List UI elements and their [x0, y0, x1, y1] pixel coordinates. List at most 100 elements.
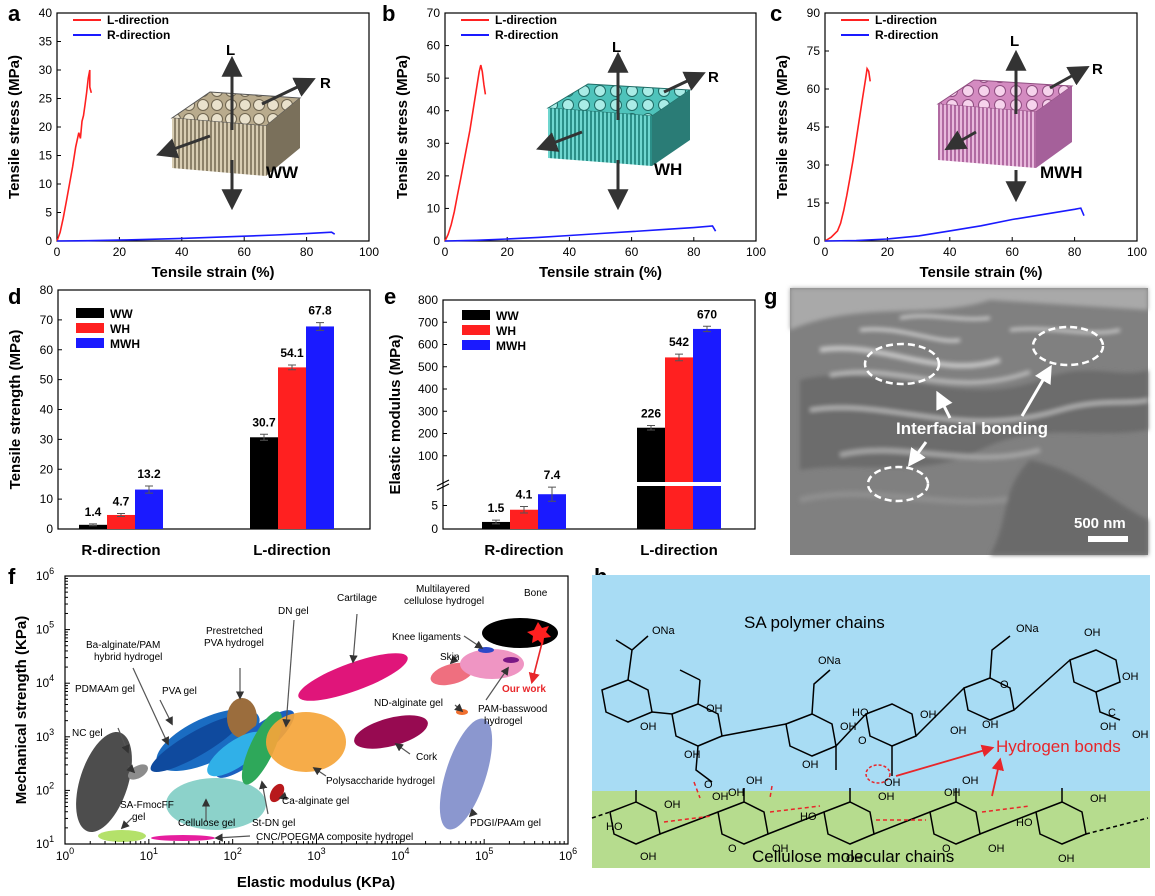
panel-c: c 0 20 40 60 80 100 0 15 30 45 60 75 90 Tensile strai…	[770, 1, 1147, 281]
label-polysaccharide: Polysaccharide hydrogel	[326, 776, 435, 787]
bar-value-label: 7.4	[544, 468, 561, 482]
cellulose-chain	[591, 788, 1149, 845]
y-tick-label: 35	[39, 35, 53, 49]
y-axis-title: Tensile stress (MPa)	[774, 55, 791, 199]
label-dn-gel: DN gel	[278, 606, 309, 617]
y-axis-title: Tensile stress (MPa)	[6, 55, 23, 199]
region-cartilage	[298, 653, 408, 701]
chem-label-oh: OH	[1122, 671, 1139, 683]
chart-d-plot: 0 10 20 30 40 50 60 70 80 Tensile strength (MPa) R…	[7, 283, 371, 559]
region-polysaccharide-hydrogel	[266, 712, 346, 772]
region-sa-fmocff-gel	[98, 830, 146, 842]
x-tick-label: 0	[54, 245, 61, 259]
material-labels: NC gel PDMAAm gel PVA gel Ba-alginate/PA…	[72, 584, 548, 843]
legend-swatch	[76, 308, 104, 318]
axis-break	[444, 482, 754, 486]
y-tick-label: 60	[807, 82, 821, 96]
bar-value-label: 542	[669, 335, 689, 349]
material-regions	[76, 618, 558, 842]
y-axis-title: Tensile stress (MPa)	[394, 55, 411, 199]
label-cnc-poegma: CNC/POEGMA composite hydrogel	[256, 832, 413, 843]
scale-bar-label: 500 nm	[1074, 515, 1126, 532]
label-pdmaam-gel: PDMAAm gel	[75, 684, 135, 695]
bar-ww	[482, 521, 510, 529]
schematic-wh: L R WH	[536, 39, 719, 211]
y-tick-label: 30	[40, 432, 54, 446]
category-label: R-direction	[484, 542, 563, 559]
series-line-r-direction	[824, 207, 1085, 242]
x-tick-label: 100	[746, 245, 766, 259]
series-line-r-direction	[56, 231, 336, 242]
chem-label-oh: OH	[664, 799, 681, 811]
panel-f: f	[8, 564, 577, 891]
chem-label-oh: OH	[920, 709, 937, 721]
label-ba-alginate-1: Ba-alginate/PAM	[86, 640, 160, 651]
region-pam-basswood-core	[503, 657, 519, 663]
region-pdgi-paam	[439, 718, 493, 830]
y-tick-label: 0	[433, 234, 440, 248]
y-tick-label: 20	[427, 169, 441, 183]
x-tick-label: 40	[175, 245, 189, 259]
x-tick-label: 60	[625, 245, 639, 259]
y-tick-label: 103	[36, 727, 54, 744]
error-bar	[492, 519, 500, 525]
axis-break-mark	[436, 479, 450, 491]
x-tick-label: 60	[1006, 245, 1020, 259]
label-nc-gel: NC gel	[72, 728, 103, 739]
chem-label-o: O	[728, 843, 737, 855]
y-tick-label: 70	[40, 313, 54, 327]
error-bar	[675, 353, 683, 362]
axis-l-label: L	[226, 42, 235, 59]
series-line-l-direction	[444, 64, 487, 242]
bar-mwh	[306, 326, 334, 529]
error-bar	[89, 523, 97, 527]
y-tick-label: 40	[39, 6, 53, 20]
chem-label-ho: HO	[1016, 817, 1033, 829]
y-tick-label: 5	[45, 206, 52, 220]
y-tick-label: 500	[418, 360, 438, 374]
error-bar	[145, 485, 153, 494]
chem-label-oh: OH	[840, 721, 857, 733]
chem-label-oh: OH	[962, 775, 979, 787]
x-axis-title: Elastic modulus (KPa)	[237, 874, 395, 891]
bar-mwh	[135, 489, 163, 529]
series-line-l-direction	[824, 66, 871, 242]
category-label: L-direction	[640, 542, 718, 559]
plot-frame	[444, 12, 757, 242]
x-tick-label: 40	[943, 245, 957, 259]
bar-wh	[278, 367, 306, 529]
x-tick-label: 100	[359, 245, 379, 259]
x-tick-label: 103	[307, 846, 325, 863]
our-work-star-icon	[527, 622, 551, 645]
region-nd-alginate-gel	[456, 709, 468, 715]
legend-label: WH	[110, 322, 130, 336]
sem-annotation: Interfacial bonding	[896, 419, 1048, 438]
bar-value-label: 226	[641, 406, 661, 420]
chem-label-oh: OH	[706, 703, 723, 715]
sample-label-wh: WH	[654, 160, 682, 179]
x-tick-label: 0	[442, 245, 449, 259]
region-knee-ligaments	[478, 647, 494, 653]
legend-label: MWH	[496, 339, 526, 353]
chart-c-plot: 0 20 40 60 80 100 0 15 30 45 60 75 90 Tensile strain …	[774, 6, 1147, 281]
x-tick-label: 105	[475, 846, 493, 863]
chem-label-ona: ONa	[818, 655, 842, 667]
x-tick-label: 101	[140, 846, 158, 863]
y-tick-label: 10	[427, 201, 441, 215]
label-prestretched-1: Prestretched	[206, 626, 263, 637]
bar-wh	[107, 514, 135, 529]
legend-label: R-direction	[107, 28, 170, 42]
y-tick-label: 200	[418, 427, 438, 441]
legend-swatch	[462, 340, 490, 350]
chem-label-oh: OH	[772, 843, 789, 855]
x-tick-label: 20	[501, 245, 515, 259]
error-bar	[288, 364, 296, 371]
x-tick-label: 0	[822, 245, 829, 259]
y-tick-label: 800	[418, 293, 438, 307]
hbond-dashes	[663, 781, 1031, 823]
panel-d: d 0 10 20 30 40 50 60 70 80 Tensile strength (MPa…	[7, 283, 371, 559]
bar-value-label: 13.2	[137, 467, 161, 481]
x-axis-title: Tensile strain (%)	[151, 264, 274, 281]
bar-wh	[510, 509, 538, 529]
